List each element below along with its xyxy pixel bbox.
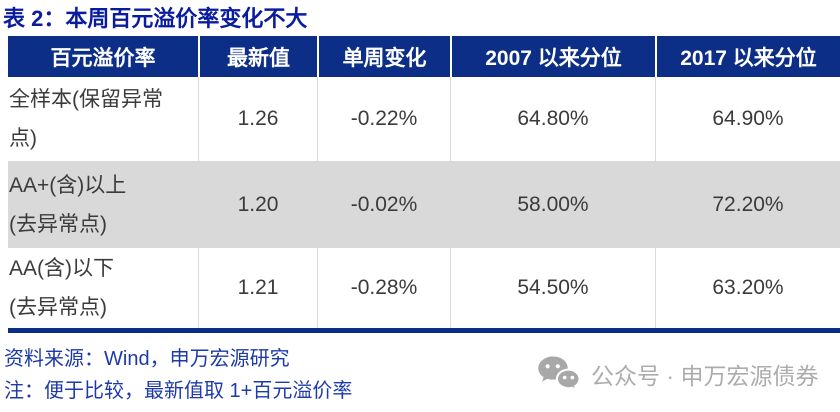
source-note: 资料来源：Wind，申万宏源研究 — [4, 348, 290, 370]
cell-percentile-2007: 64.80% — [450, 77, 655, 161]
wechat-icon — [538, 356, 581, 393]
row-label-full-sample: 全样本(保留异常 点) — [8, 77, 198, 161]
comparison-note: 注：便于比较，最新值取 1+百元溢价率 — [4, 380, 353, 402]
cell-percentile-2017: 63.20% — [655, 248, 840, 328]
cell-latest-value: 1.21 — [198, 248, 317, 328]
cell-percentile-2017: 72.20% — [655, 161, 840, 248]
cell-percentile-2017: 64.90% — [655, 77, 840, 161]
table-footnotes: 资料来源：Wind，申万宏源研究 注：便于比较，最新值取 1+百元溢价率 — [4, 343, 352, 407]
cell-latest-value: 1.26 — [198, 77, 317, 161]
cell-latest-value: 1.20 — [198, 161, 317, 248]
cell-percentile-2007: 58.00% — [450, 161, 655, 248]
col-header-premium-rate: 百元溢价率 — [8, 36, 198, 77]
col-header-percentile-2007: 2007 以来分位 — [450, 36, 655, 77]
col-header-percentile-2017: 2017 以来分位 — [655, 36, 840, 77]
cell-weekly-change: -0.28% — [317, 248, 450, 328]
cell-percentile-2007: 54.50% — [450, 248, 655, 328]
wechat-watermark: 公众号 · 申万宏源债券 — [536, 355, 818, 393]
cell-weekly-change: -0.22% — [317, 77, 450, 161]
table-title: 表 2：本周百元溢价率变化不大 — [3, 6, 308, 31]
col-header-latest-value: 最新值 — [198, 36, 317, 77]
col-header-weekly-change: 单周变化 — [317, 36, 450, 77]
watermark-text: 公众号 · 申万宏源债券 — [591, 363, 819, 389]
premium-rate-table: 百元溢价率 最新值 单周变化 2007 以来分位 2017 以来分位 全样本(保… — [8, 36, 840, 333]
cell-weekly-change: -0.02% — [317, 161, 450, 248]
row-label-aa-below: AA(含)以下 (去异常点) — [8, 248, 198, 328]
row-label-aa-plus-above: AA+(含)以上 (去异常点) — [8, 161, 198, 248]
